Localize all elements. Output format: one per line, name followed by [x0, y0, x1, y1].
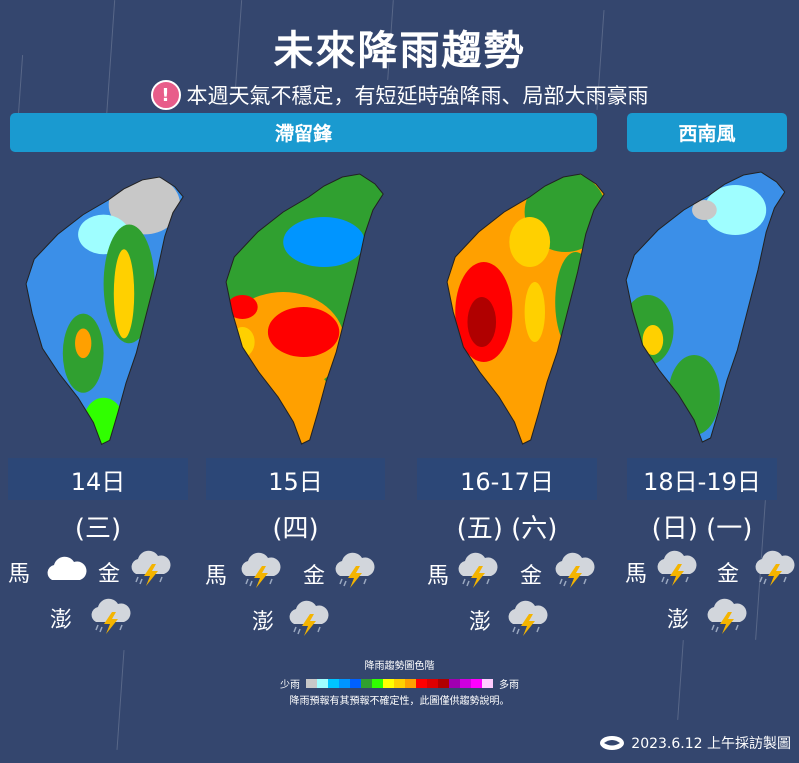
- legend-swatch: [317, 679, 328, 688]
- legend-swatch: [350, 679, 361, 688]
- label-matsu: 馬: [8, 562, 31, 587]
- date-box-1: 14日: [8, 458, 188, 500]
- label-matsu: 馬: [205, 564, 228, 589]
- thunderstorm-icon: [654, 548, 698, 588]
- thunderstorm-icon: [88, 596, 132, 636]
- map-14: [25, 176, 184, 445]
- legend-low-label: 少雨: [280, 680, 300, 691]
- thunderstorm-icon: [286, 598, 330, 638]
- thunderstorm-icon: [704, 596, 748, 636]
- date-box-4: 18日-19日: [627, 458, 777, 500]
- label-kinmen: 金: [303, 564, 326, 589]
- banner-southwest-wind: 西南風: [627, 113, 787, 152]
- label-kinmen: 金: [717, 562, 740, 587]
- legend-swatch: [306, 679, 317, 688]
- label-kinmen: 金: [520, 564, 543, 589]
- label-penghu: 澎: [252, 610, 275, 635]
- legend-swatch: [460, 679, 471, 688]
- map-16-17: [446, 173, 605, 445]
- weekday-2: (四): [272, 514, 319, 544]
- legend-swatch: [416, 679, 427, 688]
- label-kinmen: 金: [98, 562, 121, 587]
- legend-swatch: [449, 679, 460, 688]
- weekday-4: (日) (一): [651, 514, 753, 544]
- weekday-1: (三): [74, 514, 122, 544]
- legend-high-label: 多雨: [499, 680, 519, 691]
- map-18-19: [625, 171, 786, 443]
- thunderstorm-icon: [238, 550, 282, 590]
- thunderstorm-icon: [552, 550, 596, 590]
- exclamation-circle-icon: !: [150, 80, 181, 110]
- legend-swatch: [405, 679, 416, 688]
- legend-swatch: [438, 679, 449, 688]
- footer-text: 2023.6.12 上午採訪製圖: [631, 736, 791, 752]
- thunderstorm-icon: [505, 598, 549, 638]
- thunderstorm-icon: [455, 550, 499, 590]
- legend-swatch: [383, 679, 394, 688]
- map-15: [225, 173, 384, 445]
- footer: 2023.6.12 上午採訪製圖: [599, 733, 791, 753]
- thunderstorm-icon: [332, 550, 376, 590]
- thunderstorm-icon: [752, 548, 796, 588]
- legend-swatch: [339, 679, 350, 688]
- cwb-logo-icon: [600, 736, 625, 750]
- legend-swatch: [328, 679, 339, 688]
- label-penghu: 澎: [50, 608, 73, 633]
- cloud-icon: [44, 550, 88, 590]
- weekday-3: (五) (六): [456, 514, 558, 544]
- legend-swatch: [482, 679, 493, 688]
- legend-swatch: [427, 679, 438, 688]
- legend-swatch: [471, 679, 482, 688]
- legend-color-bar: [306, 679, 493, 688]
- label-matsu: 馬: [625, 562, 648, 587]
- label-matsu: 馬: [427, 564, 450, 589]
- banner-stationary-front: 滯留鋒: [10, 113, 597, 152]
- legend-note: 降雨預報有其預報不確定性，此圖僅供趨勢說明。: [289, 696, 510, 707]
- label-penghu: 澎: [667, 608, 690, 633]
- date-box-2: 15日: [206, 458, 385, 500]
- legend-swatch: [361, 679, 372, 688]
- legend-title: 降雨趨勢圖色階: [364, 661, 435, 672]
- legend-swatch: [372, 679, 383, 688]
- page-title: 未來降雨趨勢: [273, 28, 526, 74]
- legend-swatch: [394, 679, 405, 688]
- label-penghu: 澎: [469, 610, 492, 635]
- thunderstorm-icon: [128, 548, 172, 588]
- subtitle: ! 本週天氣不穩定，有短延時強降雨、局部大雨豪雨: [0, 80, 799, 110]
- date-box-3: 16-17日: [417, 458, 597, 500]
- color-legend: 少雨 多雨: [0, 676, 799, 691]
- subtitle-text: 本週天氣不穩定，有短延時強降雨、局部大雨豪雨: [186, 84, 649, 108]
